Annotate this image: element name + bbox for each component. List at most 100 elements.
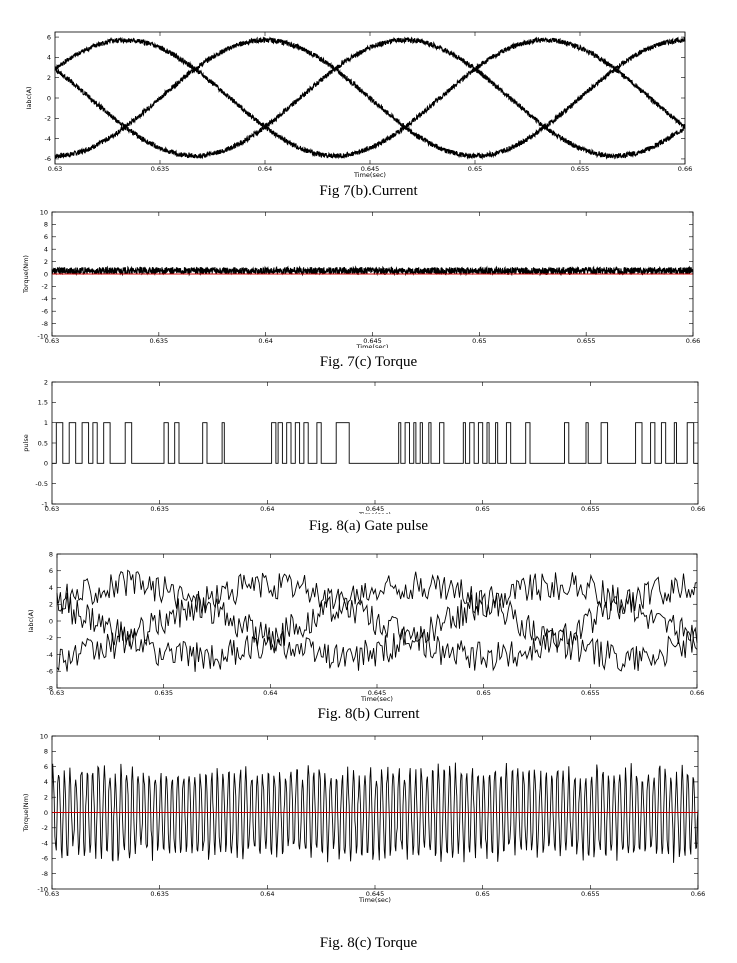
y-tick-label: -6 (42, 855, 48, 863)
x-tick-label: 0.655 (581, 689, 600, 697)
y-axis-label: pulse (22, 434, 30, 451)
figure-7c-torque-chart: 10 8 6 4 2 0 -2 -4 -6 -8 -100.63 0.635 0.64 0.645 0.65… (22, 208, 700, 348)
figure-8c-panel: 10 8 6 4 2 0 -2 -4 -6 -8 -10 0.63 0.635 0.64 0.645 0.65… (0, 730, 737, 910)
figure-7c-caption: Fig. 7(c) Torque (319, 354, 418, 370)
x-tick-label: 0.655 (571, 165, 590, 173)
series-line-0 (51, 762, 699, 863)
x-axis-label: Time(sec) (360, 695, 393, 703)
x-tick-label: 0.645 (363, 337, 382, 345)
x-tick-label: 0.65 (476, 689, 490, 697)
figure-8b-current-chart: 8 6 4 2 0 -2 -4 -6 -80.63 0.635 0.64 0.645 0.65 0.655… (27, 550, 704, 703)
y-tick-label: -1 (42, 500, 48, 508)
y-tick-label: 2 (44, 378, 48, 386)
y-tick-label: 4 (47, 54, 51, 62)
y-tick-label: -8 (47, 684, 53, 692)
x-axis-label: Time(sec) (358, 511, 391, 514)
y-tick-label: -4 (45, 135, 51, 143)
figure-8a-caption: Fig. 8(a) Gate pulse (308, 518, 429, 534)
x-tick-label: 0.64 (260, 890, 274, 898)
x-tick-label: 0.645 (366, 505, 385, 513)
y-axis-label: Torque(Nm) (22, 794, 30, 833)
figure-7b-panel: 6 4 2 0 -2 -4 -6 0.63 0.635 0.64 0.645 0.65 0.655 0.6… (0, 28, 737, 178)
series-line-2 (56, 569, 698, 671)
y-tick-label: -8 (42, 870, 48, 878)
y-tick-label: -10 (37, 332, 48, 340)
y-tick-label: 8 (44, 221, 48, 229)
series-line-0 (56, 572, 698, 672)
y-tick-label: 6 (44, 763, 48, 771)
x-tick-label: 0.645 (366, 890, 385, 898)
y-tick-label: -2 (42, 824, 48, 832)
y-tick-label: 8 (49, 550, 53, 558)
x-tick-label: 0.645 (368, 689, 387, 697)
figure-8b-caption: Fig. 8(b) Current (317, 706, 420, 722)
x-tick-label: 0.66 (678, 165, 692, 173)
x-tick-label: 0.66 (690, 689, 704, 697)
y-tick-label: 0.5 (38, 439, 48, 447)
y-tick-label: -6 (42, 308, 48, 316)
series-line-0 (52, 422, 698, 464)
y-tick-label: 0 (44, 270, 48, 278)
plot-frame (51, 211, 694, 337)
y-tick-label: 2 (44, 794, 48, 802)
y-tick-label: -6 (47, 668, 53, 676)
y-tick-label: -10 (37, 885, 48, 893)
plot-frame (51, 735, 699, 890)
plot-frame (56, 553, 698, 689)
y-axis-label: Iabc(A) (27, 609, 35, 632)
x-tick-label: 0.635 (150, 505, 169, 513)
y-tick-label: 2 (49, 601, 53, 609)
x-tick-label: 0.64 (258, 165, 272, 173)
y-tick-label: -4 (42, 839, 48, 847)
y-tick-label: 0 (44, 460, 48, 468)
series-line-0 (51, 265, 694, 277)
x-tick-label: 0.645 (361, 165, 380, 173)
y-tick-label: 4 (49, 584, 53, 592)
y-tick-label: 2 (47, 74, 51, 82)
y-axis-label: Torque(Nm) (22, 255, 30, 294)
x-tick-label: 0.63 (45, 337, 59, 345)
y-tick-label: 6 (47, 33, 51, 41)
figure-7c-panel: 10 8 6 4 2 0 -2 -4 -6 -8 -10 0.63 0.635 0.64 0.645 0.65… (0, 204, 737, 348)
y-tick-label: 8 (44, 748, 48, 756)
figure-8a-gate-pulse-chart: 2 1.5 1 0.5 0 -0.5 -10.63 0.635 0.64 0.645 0.65 0.6… (22, 378, 705, 514)
y-tick-label: -6 (45, 155, 51, 163)
y-tick-label: 1 (44, 419, 48, 427)
x-tick-label: 0.635 (151, 165, 170, 173)
y-tick-label: -2 (47, 634, 53, 642)
y-tick-label: -4 (47, 651, 53, 659)
plot-frame (51, 381, 699, 505)
x-tick-label: 0.64 (258, 337, 272, 345)
y-tick-label: 2 (44, 258, 48, 266)
x-tick-label: 0.66 (691, 890, 705, 898)
x-tick-label: 0.66 (686, 337, 700, 345)
figure-8b-panel: 8 6 4 2 0 -2 -4 -6 -8 0.63 0.635 0.64 0.645 0.65 0.655… (0, 546, 737, 704)
y-tick-label: -4 (42, 295, 48, 303)
y-tick-label: 10 (40, 732, 48, 740)
x-tick-label: 0.63 (45, 505, 59, 513)
x-tick-label: 0.63 (45, 890, 59, 898)
x-tick-label: 0.64 (263, 689, 277, 697)
x-tick-label: 0.635 (150, 337, 169, 345)
y-tick-label: 0 (49, 617, 53, 625)
y-tick-label: -0.5 (35, 480, 48, 488)
series-line-1 (56, 571, 698, 672)
x-tick-label: 0.655 (581, 890, 600, 898)
figure-8c-torque-chart: 10 8 6 4 2 0 -2 -4 -6 -8 -100.63 0.635 0.64 0.645 0.65… (22, 732, 705, 904)
x-tick-label: 0.65 (475, 505, 489, 513)
y-tick-label: 6 (44, 233, 48, 241)
x-tick-label: 0.63 (50, 689, 64, 697)
x-axis-label: Time(sec) (353, 171, 386, 178)
x-tick-label: 0.63 (48, 165, 62, 173)
x-tick-label: 0.64 (260, 505, 274, 513)
x-tick-label: 0.655 (581, 505, 600, 513)
series-line-0 (54, 36, 686, 160)
figure-8c-caption: Fig. 8(c) Torque (319, 935, 418, 951)
y-tick-label: -2 (42, 283, 48, 291)
series-line-2 (54, 36, 686, 160)
x-tick-label: 0.65 (475, 890, 489, 898)
x-axis-label: Time(sec) (358, 896, 391, 904)
y-tick-label: 6 (49, 567, 53, 575)
x-tick-label: 0.65 (472, 337, 486, 345)
y-axis-label: Iabc(A) (25, 86, 33, 109)
